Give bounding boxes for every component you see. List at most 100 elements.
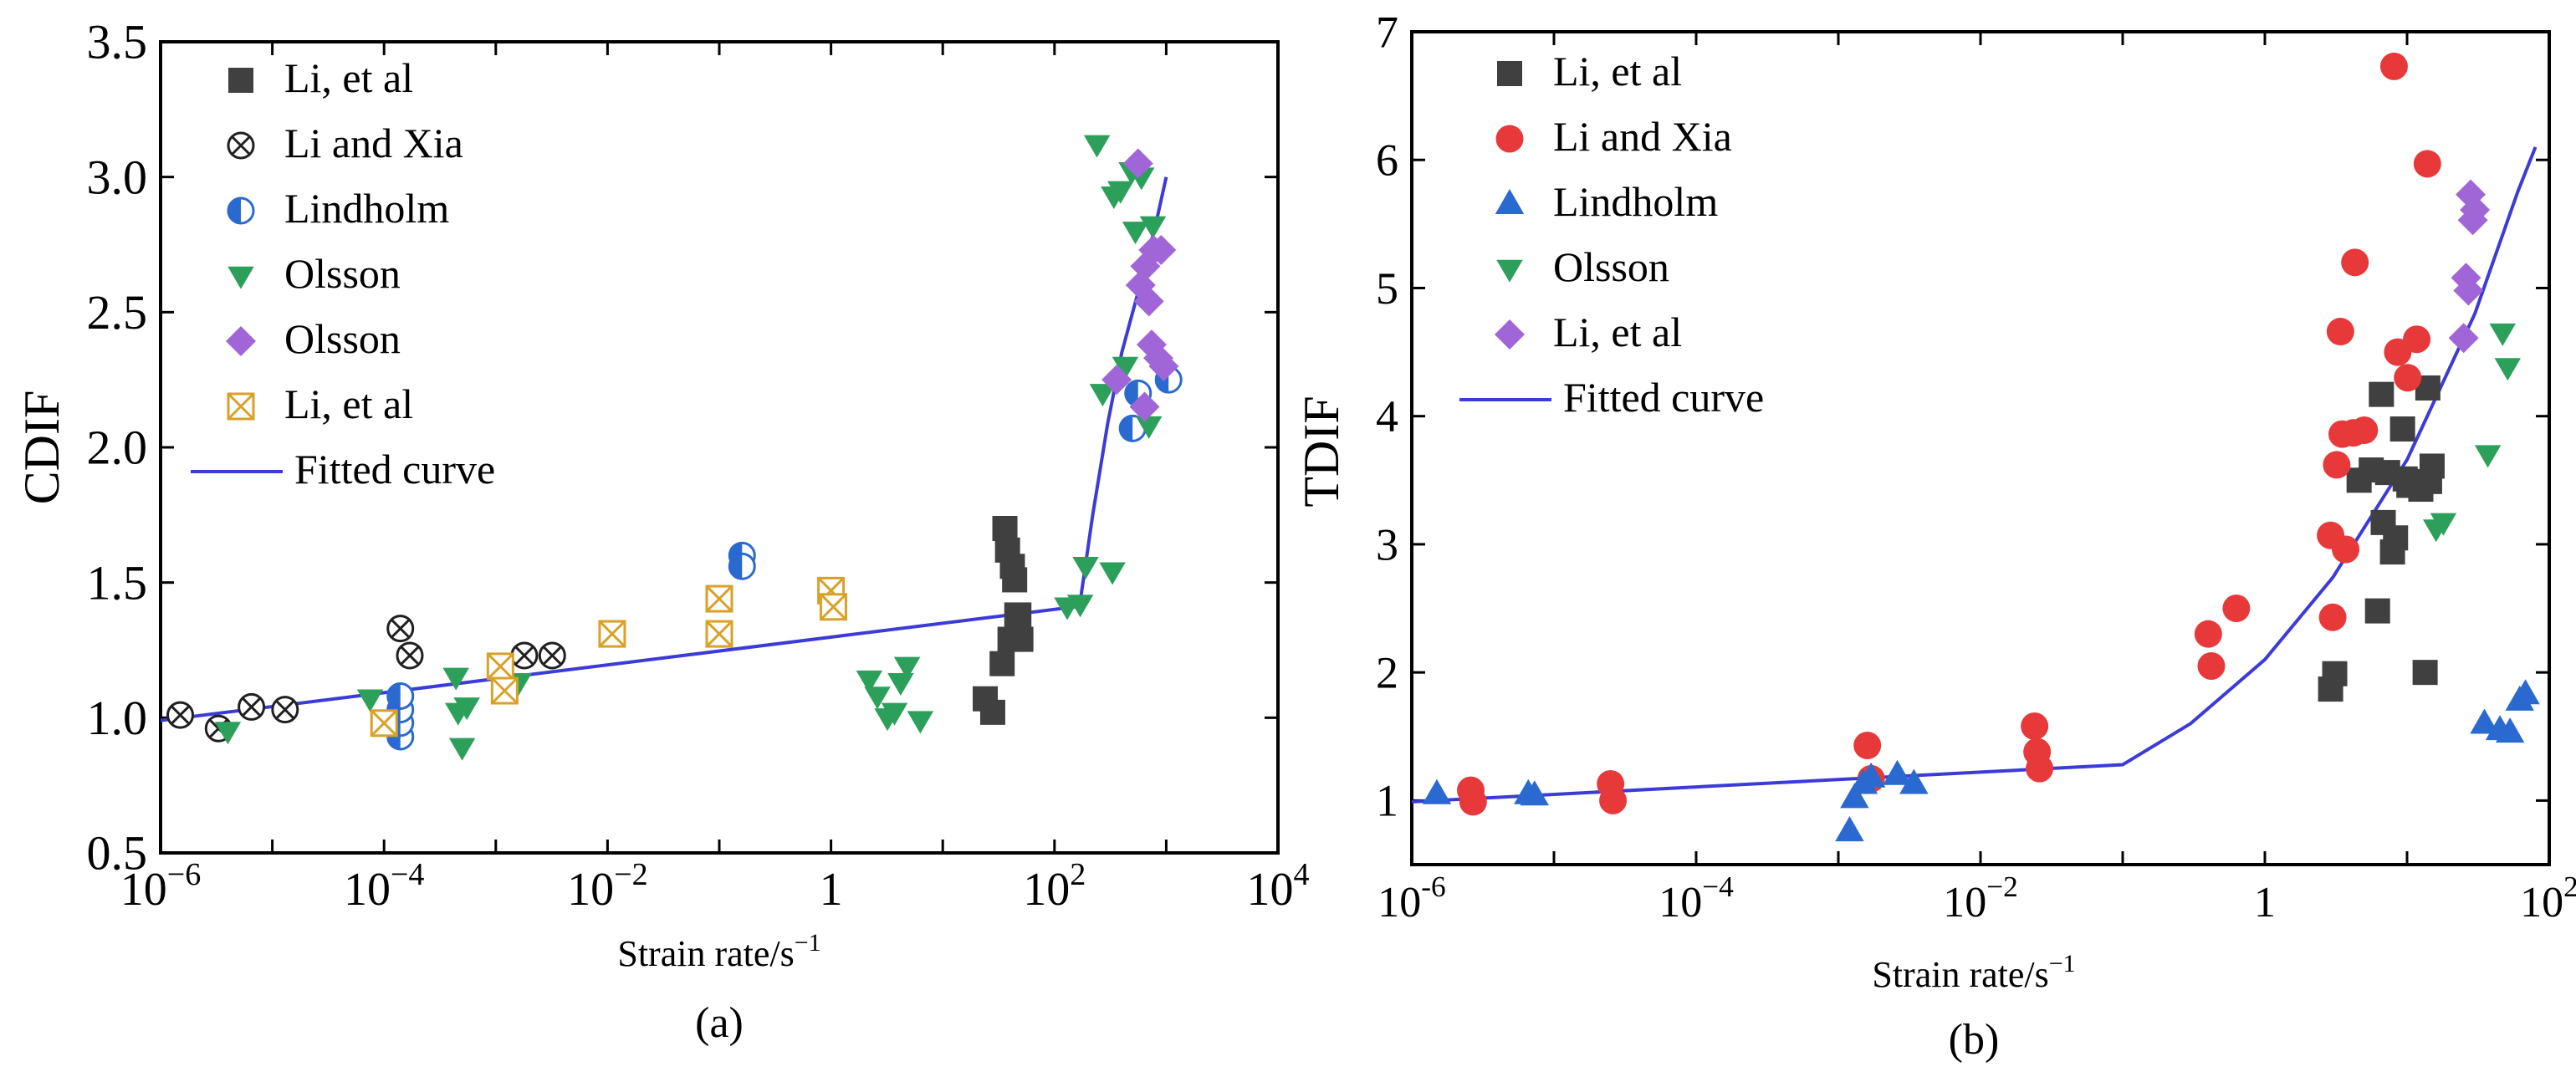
data-point — [538, 641, 566, 670]
x-tick-label: 1 — [2254, 879, 2276, 926]
data-point — [2403, 325, 2431, 354]
legend-marker — [228, 68, 253, 93]
fitted-curve-line — [1412, 146, 2538, 804]
data-point — [2341, 248, 2369, 277]
x-tick-label: 102 — [2520, 870, 2576, 926]
data-point — [386, 681, 415, 710]
data-point — [2369, 381, 2395, 407]
data-point — [238, 692, 266, 721]
y-tick-label: 2.5 — [87, 285, 148, 339]
x-ticks: 10-6 10−4 10−2 1 102 — [1377, 32, 2576, 926]
fitted-curve — [1412, 146, 2538, 804]
data-point — [2364, 598, 2390, 624]
legend-label: Li, et al — [1553, 48, 1682, 94]
data-point — [386, 615, 415, 643]
y-tick-label: 6 — [1376, 135, 1398, 186]
data-point — [1072, 557, 1099, 580]
data-point — [453, 697, 480, 721]
data-point — [1883, 759, 1912, 785]
x-tick-exponent: 2 — [2563, 870, 2576, 903]
legend-marker — [227, 197, 255, 225]
data-point — [989, 651, 1015, 676]
data-point — [2326, 318, 2354, 346]
y-tick-label: 4 — [1376, 391, 1398, 442]
series-tri-down — [2422, 323, 2522, 543]
legend-marker — [226, 326, 256, 356]
data-point — [1135, 416, 1163, 439]
series-tri-up — [1422, 679, 2540, 842]
data-point — [1139, 216, 1167, 239]
legend-label: Fitted curve — [1563, 374, 1764, 421]
x-tick-label: 10−4 — [344, 857, 425, 916]
x-tick-label: 10−4 — [1659, 870, 1734, 926]
y-tick-label: 3.5 — [87, 15, 148, 69]
data-point — [2021, 712, 2049, 741]
data-point — [1899, 768, 1929, 794]
legend-label: Li, et al — [284, 380, 413, 427]
data-point — [214, 722, 242, 745]
data-point — [598, 620, 626, 648]
data-point — [2453, 275, 2484, 306]
data-point — [370, 709, 398, 738]
data-point — [2489, 323, 2517, 346]
data-point — [2383, 525, 2409, 551]
y-tick-label: 1.0 — [87, 691, 148, 745]
data-points — [166, 135, 1183, 761]
data-point — [1459, 788, 1487, 816]
data-point — [356, 689, 384, 712]
x-tick-label: 104 — [1246, 857, 1309, 916]
data-point — [1112, 356, 1139, 380]
data-point — [864, 687, 891, 710]
legend-marker — [1495, 319, 1525, 350]
x-tick-base: 10 — [1246, 864, 1293, 916]
data-point — [1422, 778, 1452, 804]
y-ticks: 1 2 3 4 5 6 7 — [1376, 7, 2549, 826]
x-tick-label: 10−2 — [1943, 870, 2018, 926]
legend-marker — [227, 266, 254, 289]
x-tick-base: 10 — [2520, 879, 2563, 926]
series-square — [972, 516, 1034, 725]
data-point — [1066, 595, 1094, 618]
data-point — [893, 656, 921, 680]
data-point — [2511, 679, 2540, 705]
data-point — [979, 699, 1005, 725]
data-point — [1133, 286, 1164, 317]
chart-panel-a: 10−6 10−4 10−2 1 102 104 0.51.01.52.02.53.03.… — [14, 15, 1310, 1047]
legend-label: Lindholm — [1553, 178, 1718, 225]
legend-marker — [1495, 125, 1524, 153]
data-point — [2460, 194, 2491, 225]
x-tick-exponent: −2 — [614, 857, 648, 892]
x-tick-label: 10−6 — [120, 857, 202, 916]
series-tri-down — [214, 135, 1167, 761]
data-point — [490, 676, 519, 705]
data-point — [2474, 445, 2502, 468]
legend-label: Olsson — [1553, 243, 1669, 290]
panel-label: (a) — [695, 999, 744, 1047]
data-point — [2394, 364, 2422, 392]
data-point — [1599, 786, 1628, 814]
data-point — [271, 696, 299, 724]
legend-marker — [227, 131, 255, 160]
legend-label: Fitted curve — [294, 446, 495, 493]
x-tick-label: 10-6 — [1377, 870, 1445, 926]
data-point — [448, 738, 476, 761]
x-tick-base: 1 — [2254, 879, 2276, 926]
data-point — [992, 516, 1018, 541]
x-axis-label-exponent: −1 — [795, 929, 821, 957]
series-diamond — [2448, 179, 2491, 354]
legend-marker — [1497, 61, 1522, 86]
data-point — [2389, 416, 2415, 442]
data-point — [1107, 181, 1134, 204]
data-point — [1129, 391, 1160, 422]
data-point — [1122, 222, 1149, 245]
x-tick-base: 10 — [1377, 879, 1421, 926]
series-square — [2318, 375, 2445, 702]
x-ticks: 10−6 10−4 10−2 1 102 104 — [120, 42, 1310, 916]
data-point — [442, 667, 469, 691]
y-tick-label: 2 — [1376, 648, 1398, 698]
legend-marker — [227, 392, 255, 421]
legend-label: Li, et al — [1553, 309, 1682, 355]
data-point — [881, 702, 908, 726]
data-point — [1148, 351, 1179, 381]
